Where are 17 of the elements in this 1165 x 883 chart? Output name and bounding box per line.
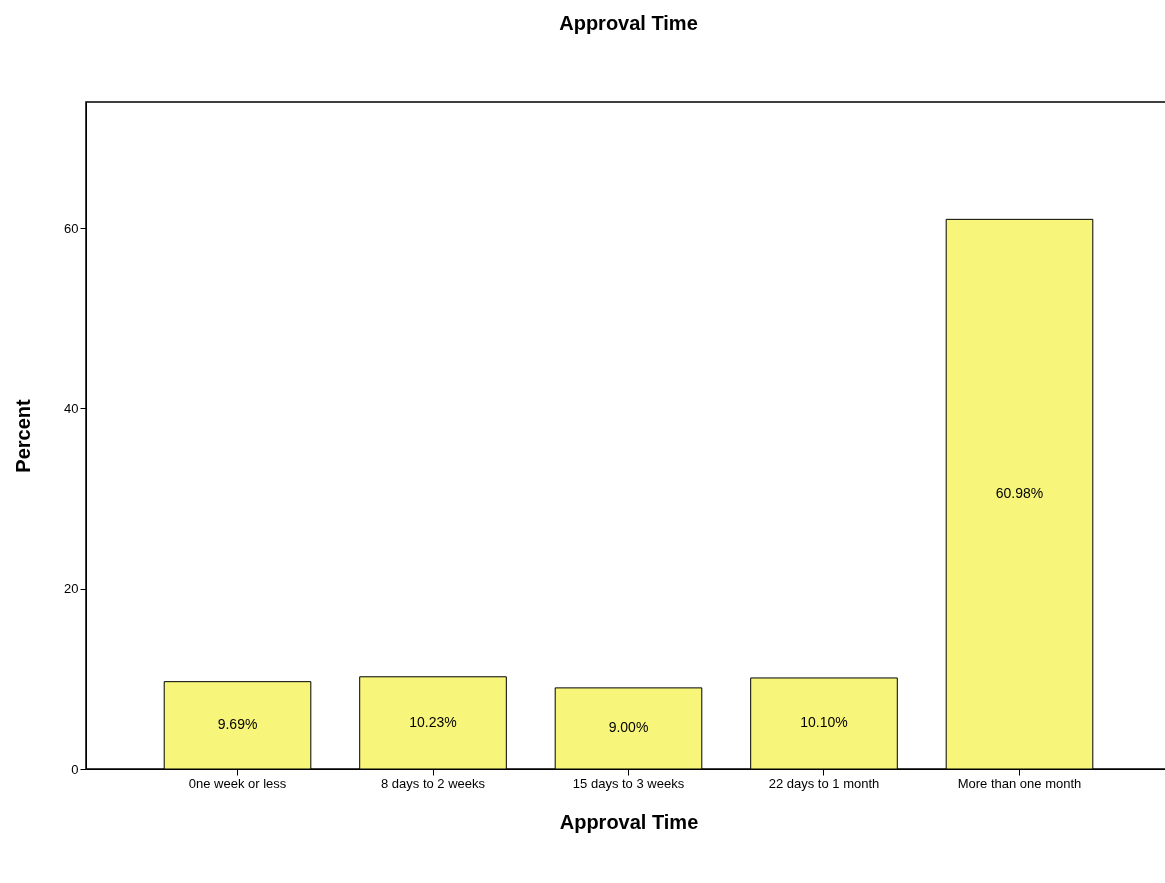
- x-tick-label: 8 days to 2 weeks: [380, 775, 486, 791]
- data-label: 10.10%: [800, 714, 848, 731]
- x-tick-label: More than one month: [957, 775, 1082, 791]
- x-tick-label: 15 days to 3 weeks: [572, 775, 685, 791]
- data-label: 9.69%: [217, 716, 258, 733]
- data-label: 9.00%: [608, 719, 649, 736]
- y-tick-label: 40: [64, 400, 79, 416]
- x-tick-label: 22 days to 1 month: [768, 775, 880, 791]
- data-label: 10.23%: [409, 713, 457, 730]
- data-label: 60.98%: [995, 485, 1044, 502]
- x-axis-title: Approval Time: [559, 810, 699, 833]
- y-tick-label: 60: [64, 220, 79, 236]
- y-axis-title: Percent: [12, 398, 35, 473]
- x-tick-label: 0ne week or less: [188, 775, 287, 791]
- y-tick-label: 0: [71, 761, 79, 777]
- chart-title: Approval Time: [559, 12, 698, 34]
- y-tick-label: 20: [64, 581, 79, 597]
